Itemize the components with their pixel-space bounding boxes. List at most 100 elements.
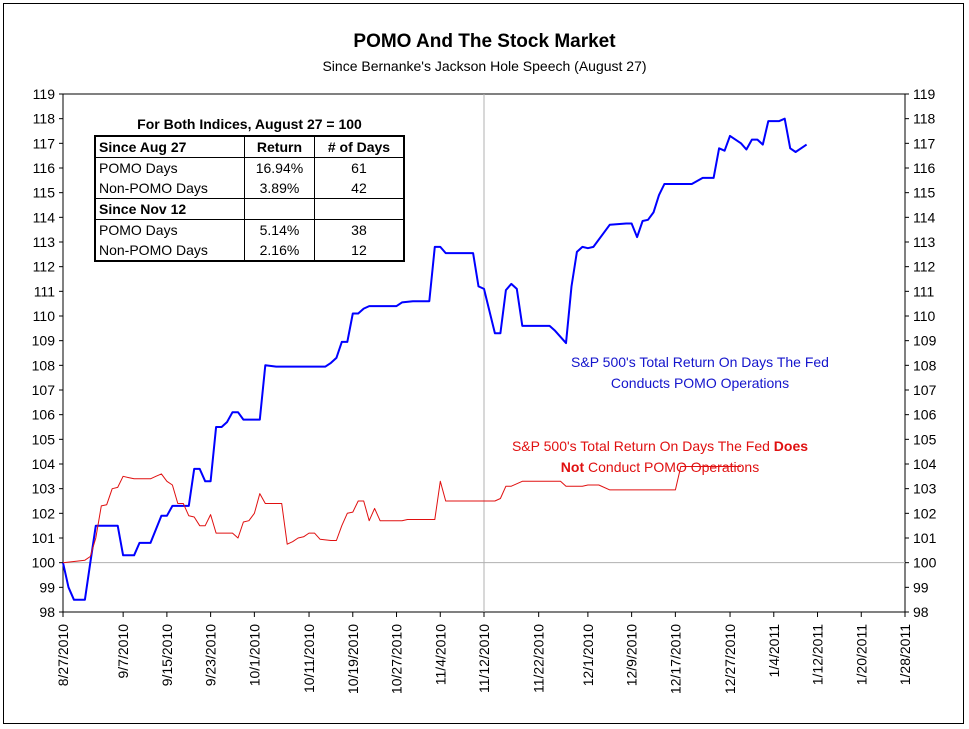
table-row: POMO Days 5.14% 38 xyxy=(94,219,405,240)
y-tick-label-left: 114 xyxy=(33,209,56,225)
row-label: Non-POMO Days xyxy=(94,178,245,199)
stats-table-title: For Both Indices, August 27 = 100 xyxy=(137,116,362,132)
stats-grid: Since Aug 27 Return # of Days POMO Days … xyxy=(94,135,405,262)
y-tick-label-right: 118 xyxy=(913,111,936,127)
table-row: Non-POMO Days 3.89% 42 xyxy=(94,178,405,199)
y-tick-label-right: 115 xyxy=(913,185,936,201)
x-tick-label: 11/12/2010 xyxy=(476,624,492,693)
table-row: Non-POMO Days 2.16% 12 xyxy=(94,240,405,262)
y-tick-label-left: 99 xyxy=(39,579,55,595)
series-line-pomo xyxy=(62,117,808,601)
y-tick-label-right: 107 xyxy=(913,382,937,398)
y-tick-label-left: 101 xyxy=(32,530,56,546)
pomo-annotation-line2: Conducts POMO Operations xyxy=(610,375,790,391)
row-days: 61 xyxy=(313,157,405,178)
x-tick-label: 12/9/2010 xyxy=(624,624,640,686)
y-tick-label-left: 119 xyxy=(33,86,56,102)
y-tick-label-right: 101 xyxy=(913,530,937,546)
row-label: Non-POMO Days xyxy=(94,240,245,262)
y-tick-label-right: 110 xyxy=(913,308,936,324)
y-tick-label-right: 119 xyxy=(913,86,936,102)
x-tick-label: 10/1/2010 xyxy=(246,624,262,686)
nonpomo-annotation: S&P 500's Total Return On Days The Fed D… xyxy=(470,436,850,478)
y-tick-label-right: 98 xyxy=(913,604,929,620)
chart-title: POMO And The Stock Market xyxy=(353,31,616,52)
table-section-row: Since Nov 12 xyxy=(94,198,405,220)
y-tick-label-left: 102 xyxy=(32,505,56,521)
x-tick-label: 1/4/2011 xyxy=(766,624,782,678)
pomo-annotation: S&P 500's Total Return On Days The Fed C… xyxy=(520,352,880,394)
y-tick-label-left: 111 xyxy=(34,283,55,299)
y-tick-label-left: 98 xyxy=(39,604,55,620)
x-tick-label: 12/1/2010 xyxy=(580,624,596,686)
row-return: 5.14% xyxy=(243,219,315,240)
y-tick-label-left: 113 xyxy=(33,234,56,250)
y-tick-label-left: 117 xyxy=(33,135,56,151)
row-label: POMO Days xyxy=(94,219,245,240)
x-tick-label: 12/17/2010 xyxy=(667,624,683,694)
row-days: 42 xyxy=(313,178,405,199)
chart-subtitle: Since Bernanke's Jackson Hole Speech (Au… xyxy=(322,58,647,74)
y-tick-label-left: 106 xyxy=(32,407,56,423)
row-return: 2.16% xyxy=(243,240,315,262)
y-tick-label-left: 109 xyxy=(32,333,56,349)
y-tick-label-left: 115 xyxy=(33,185,56,201)
y-tick-label-right: 100 xyxy=(913,555,937,571)
x-tick-label: 9/23/2010 xyxy=(203,624,219,686)
y-tick-label-right: 113 xyxy=(913,234,936,250)
y-tick-label-right: 116 xyxy=(913,160,936,176)
y-tick-label-left: 104 xyxy=(32,456,56,472)
nonpomo-line2-plain: Conduct POMO Operations xyxy=(584,459,760,475)
section-empty-cell xyxy=(243,198,315,220)
nonpomo-line1-plain: S&P 500's Total Return On Days The Fed xyxy=(511,438,774,454)
x-tick-label: 1/28/2011 xyxy=(897,624,913,685)
y-tick-label-right: 99 xyxy=(913,579,929,595)
nonpomo-line1-bold: Does xyxy=(773,438,809,454)
y-tick-label-left: 112 xyxy=(33,259,56,275)
header-return: Return xyxy=(243,135,315,158)
x-tick-label: 9/15/2010 xyxy=(159,624,175,686)
x-tick-label: 8/27/2010 xyxy=(55,624,71,686)
x-tick-label: 1/20/2011 xyxy=(853,624,869,685)
nonpomo-annotation-line1: S&P 500's Total Return On Days The Fed D… xyxy=(470,436,850,457)
y-tick-label-right: 105 xyxy=(913,431,937,447)
row-days: 38 xyxy=(313,219,405,240)
y-tick-label-right: 103 xyxy=(913,481,937,497)
x-tick-label: 10/19/2010 xyxy=(345,624,361,694)
y-tick-label-right: 104 xyxy=(913,456,937,472)
y-tick-label-right: 106 xyxy=(913,407,937,423)
header-since-aug27: Since Aug 27 xyxy=(94,135,245,158)
x-tick-label: 10/27/2010 xyxy=(389,624,405,694)
y-tick-label-left: 116 xyxy=(33,160,56,176)
x-tick-label: 1/12/2011 xyxy=(810,624,826,685)
x-tick-label: 11/22/2010 xyxy=(531,624,547,693)
row-return: 3.89% xyxy=(243,178,315,199)
row-return: 16.94% xyxy=(243,157,315,178)
row-days: 12 xyxy=(313,240,405,262)
y-tick-label-left: 118 xyxy=(33,111,56,127)
y-tick-label-right: 114 xyxy=(913,209,936,225)
section-empty-cell xyxy=(313,198,405,220)
table-header-row: Since Aug 27 Return # of Days xyxy=(94,135,405,158)
y-tick-label-left: 103 xyxy=(32,481,56,497)
y-tick-label-left: 105 xyxy=(32,431,56,447)
nonpomo-annotation-line2: Not Conduct POMO Operations xyxy=(470,457,850,478)
y-tick-label-right: 102 xyxy=(913,505,937,521)
header-days: # of Days xyxy=(313,135,405,158)
nonpomo-line2-bold: Not xyxy=(560,459,585,475)
stats-table: For Both Indices, August 27 = 100 Since … xyxy=(94,113,405,262)
section-since-nov12: Since Nov 12 xyxy=(94,198,245,220)
y-tick-label-left: 100 xyxy=(32,555,56,571)
y-tick-label-right: 112 xyxy=(913,259,936,275)
row-label: POMO Days xyxy=(94,157,245,178)
y-tick-label-right: 117 xyxy=(913,135,936,151)
y-tick-label-right: 108 xyxy=(913,357,937,373)
table-row: POMO Days 16.94% 61 xyxy=(94,157,405,178)
y-tick-label-left: 110 xyxy=(33,308,56,324)
y-tick-label-right: 109 xyxy=(913,333,937,349)
x-tick-label: 10/11/2010 xyxy=(301,624,317,693)
series-line-nonpomo xyxy=(62,466,741,564)
y-tick-label-left: 108 xyxy=(32,357,56,373)
x-tick-label: 11/4/2010 xyxy=(432,624,448,685)
